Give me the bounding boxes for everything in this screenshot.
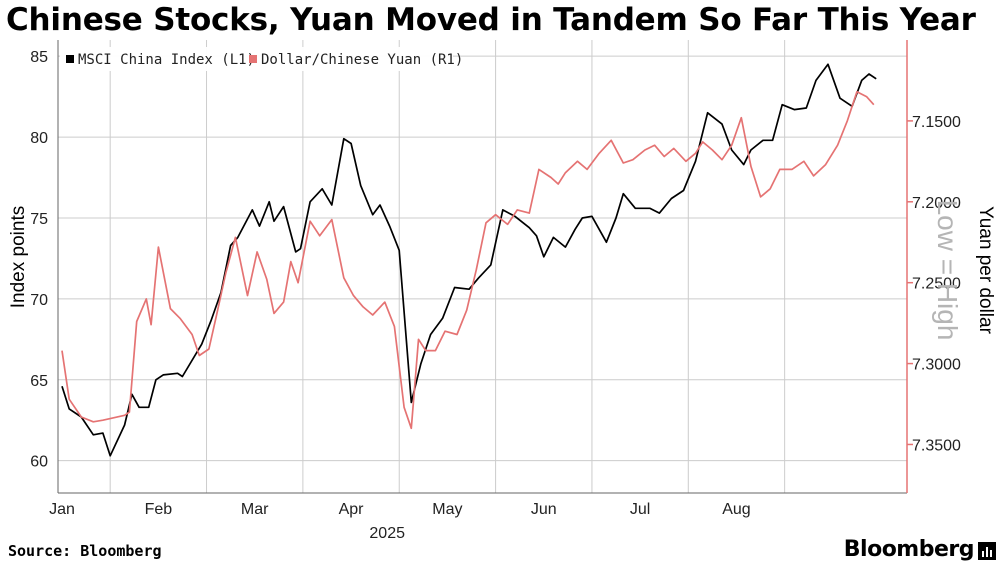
bloomberg-terminal-icon	[978, 542, 996, 560]
legend-label-yuan: Dollar/Chinese Yuan (R1)	[261, 52, 463, 68]
series-lines	[61, 63, 877, 457]
x-tick-label: Jul	[630, 501, 650, 518]
y-left-tick-label: 70	[30, 292, 48, 309]
y-right-tick-label: 7.3500	[912, 437, 961, 454]
y-right-tick-label: 7.3000	[912, 357, 961, 374]
y-right-annotation: Low = High	[932, 200, 963, 341]
y-right-tick-label: 7.2000	[912, 195, 961, 212]
chart-title: Chinese Stocks, Yuan Moved in Tandem So …	[6, 2, 976, 38]
brand-logo-text: Bloomberg	[843, 537, 975, 562]
y-right-tick-label: 7.1500	[912, 114, 961, 131]
legend-label-msci: MSCI China Index (L1)	[78, 52, 255, 68]
y-left-tick-label: 75	[30, 211, 48, 228]
x-tick-label: Jan	[49, 501, 75, 518]
gridlines	[58, 40, 907, 493]
series-line-usd-cny	[61, 90, 875, 430]
axis-labels: 60 65 70 75 80 85 Jan Feb Mar Apr May Jun Jul Aug 2025…	[8, 49, 996, 542]
y-left-tick-label: 80	[30, 130, 48, 147]
x-tick-label: Aug	[722, 501, 750, 518]
legend-swatch-msci	[66, 55, 74, 63]
legend-swatch-yuan	[249, 55, 257, 63]
x-tick-label: Mar	[241, 501, 269, 518]
y-right-title: Yuan per dollar	[975, 206, 996, 334]
y-left-title: Index points	[8, 206, 29, 308]
y-right-tick-label: 7.2500	[912, 276, 961, 293]
legend: MSCI China Index (L1) Dollar/Chinese Yuan…	[60, 47, 463, 71]
x-tick-label: May	[432, 501, 462, 518]
x-tick-label: Feb	[145, 501, 173, 518]
source-note: Source: Bloomberg	[8, 542, 162, 560]
x-year-label: 2025	[369, 525, 405, 542]
y-left-tick-label: 65	[30, 373, 48, 390]
x-tick-label: Jun	[531, 501, 557, 518]
x-tick-label: Apr	[339, 501, 365, 518]
axes	[57, 40, 913, 494]
series-line-msci-china	[61, 63, 877, 457]
y-left-tick-label: 60	[30, 454, 48, 471]
y-left-tick-label: 85	[30, 49, 48, 66]
